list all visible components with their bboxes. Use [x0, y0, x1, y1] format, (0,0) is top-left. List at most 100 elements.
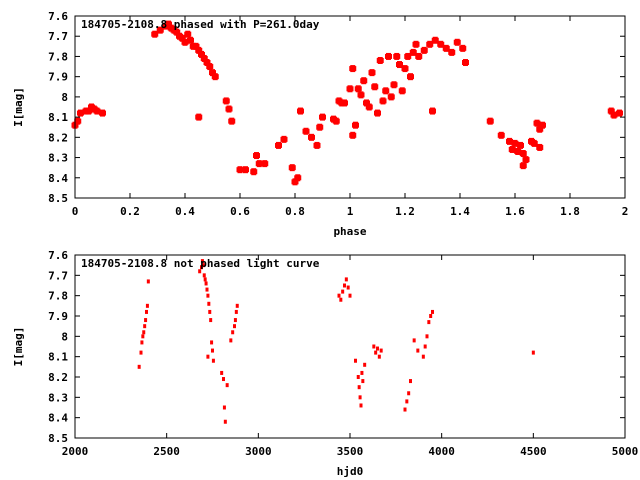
phased-data-point — [99, 109, 106, 117]
phased-data-point — [280, 135, 288, 143]
unphased-data-point — [379, 348, 383, 353]
unphased-data-point — [337, 293, 341, 298]
unphased-data-point — [211, 358, 215, 363]
phased-data-point — [371, 83, 379, 91]
phased-data-point — [165, 20, 172, 28]
unphased-data-point — [211, 348, 214, 353]
phased-data-point — [195, 46, 203, 54]
phased-data-point — [225, 105, 233, 113]
phased-data-point — [393, 52, 401, 60]
phased-y-ticks: 7.6 7.7 7.8 7.9 8 8.1 8.2 8.3 8.4 8.5 — [48, 10, 625, 205]
unphased-data-point — [360, 370, 364, 375]
phased-x-tick-label: 1.8 — [560, 205, 580, 218]
phased-data-point — [77, 109, 84, 117]
phased-y-tick-label: 8.2 — [48, 131, 68, 144]
phased-data-point — [437, 40, 445, 48]
unphased-data-point — [220, 370, 224, 375]
phased-data-point — [242, 166, 249, 174]
unphased-y-tick-label: 8.1 — [48, 351, 68, 364]
unphased-data-point — [223, 419, 227, 424]
unphased-data-point — [531, 350, 535, 355]
phased-y-tick-label: 8.1 — [48, 111, 68, 124]
phased-data-point — [85, 107, 93, 115]
phased-x-tick-label: 1.6 — [505, 205, 525, 218]
unphased-data-point — [407, 391, 411, 396]
phased-data-point — [396, 61, 403, 69]
phased-data-point — [530, 139, 538, 147]
unphased-data-point — [204, 281, 208, 286]
unphased-data-point — [376, 346, 379, 351]
phased-data-point — [316, 123, 324, 131]
unphased-data-point — [210, 340, 214, 345]
phased-data-point — [291, 178, 299, 186]
unphased-data-point — [222, 405, 226, 410]
phased-data-point — [368, 69, 376, 77]
unphased-plot-frame — [74, 254, 626, 439]
unphased-data-point — [343, 283, 346, 288]
phased-x-tick-label: 1 — [347, 205, 354, 218]
phased-data-point — [610, 111, 618, 119]
unphased-data-point — [145, 303, 149, 308]
phased-data-point — [382, 87, 390, 95]
unphased-x-ticks: 2000 2500 3000 3500 4000 4500 5000 — [62, 255, 639, 458]
phased-x-tick-label: 1.4 — [450, 205, 470, 218]
phased-data-point — [349, 131, 357, 139]
unphased-data-point — [206, 354, 210, 359]
phased-data-point — [198, 50, 205, 58]
unphased-data-point — [409, 379, 412, 384]
phased-light-curve-plot: 0 0.2 0.4 0.6 0.8 1 1.2 1.4 1.6 1.8 2 7.6 7.7 7.8 7.9… — [12, 10, 628, 238]
phased-x-tick-label: 2 — [622, 205, 629, 218]
phased-data-point — [156, 26, 164, 34]
phased-data-point — [376, 56, 384, 64]
phased-data-point — [519, 162, 527, 170]
phased-data-point — [385, 52, 392, 60]
phased-data-point — [253, 152, 260, 160]
phased-data-point — [426, 40, 434, 48]
phased-data-point — [352, 121, 359, 129]
unphased-data-point — [140, 340, 144, 345]
phased-data-point — [211, 73, 219, 81]
unphased-data-point — [137, 364, 141, 369]
unphased-y-tick-label: 7.9 — [48, 310, 68, 323]
phased-data-point — [462, 59, 469, 67]
unphased-data-point — [143, 324, 147, 329]
phased-y-tick-label: 7.8 — [48, 50, 68, 63]
phased-data-point — [93, 107, 101, 115]
unphased-data-point — [421, 354, 425, 359]
phased-data-point — [200, 54, 208, 62]
unphased-data-point — [348, 293, 352, 298]
phased-data-point — [236, 166, 244, 174]
phased-y-tick-label: 7.6 — [48, 10, 68, 23]
unphased-data-point — [354, 358, 357, 363]
unphased-data-point — [403, 407, 407, 412]
phased-data-point — [607, 107, 615, 115]
unphased-data-point — [341, 289, 345, 294]
unphased-x-tick-label: 2000 — [62, 445, 89, 458]
phased-data-point — [514, 147, 522, 155]
phased-data-point — [181, 38, 189, 46]
phased-data-point — [74, 117, 82, 125]
unphased-data-points — [137, 259, 535, 424]
unphased-data-point — [144, 318, 148, 323]
unphased-data-point — [358, 395, 362, 400]
unphased-data-point — [431, 309, 434, 314]
unphased-data-point — [231, 330, 235, 335]
phased-data-point — [409, 48, 417, 56]
unphased-data-point — [339, 297, 343, 302]
phased-data-point — [209, 69, 216, 77]
phased-x-tick-label: 0.8 — [285, 205, 305, 218]
phased-data-point — [255, 160, 263, 168]
unphased-y-ticks: 7.6 7.7 7.8 7.9 8 8.1 8.2 8.3 8.4 8.5 — [48, 249, 625, 445]
phased-data-point — [261, 160, 269, 168]
unphased-data-point — [359, 403, 363, 408]
unphased-y-tick-label: 8.3 — [48, 391, 68, 404]
phased-data-point — [308, 133, 315, 141]
phased-data-point — [319, 113, 326, 121]
phased-data-point — [486, 117, 494, 125]
phased-data-point — [539, 121, 546, 129]
phased-data-point — [187, 36, 194, 44]
unphased-y-tick-label: 8.5 — [48, 432, 68, 445]
unphased-data-point — [356, 375, 360, 379]
unphased-x-tick-label: 5000 — [612, 445, 639, 458]
